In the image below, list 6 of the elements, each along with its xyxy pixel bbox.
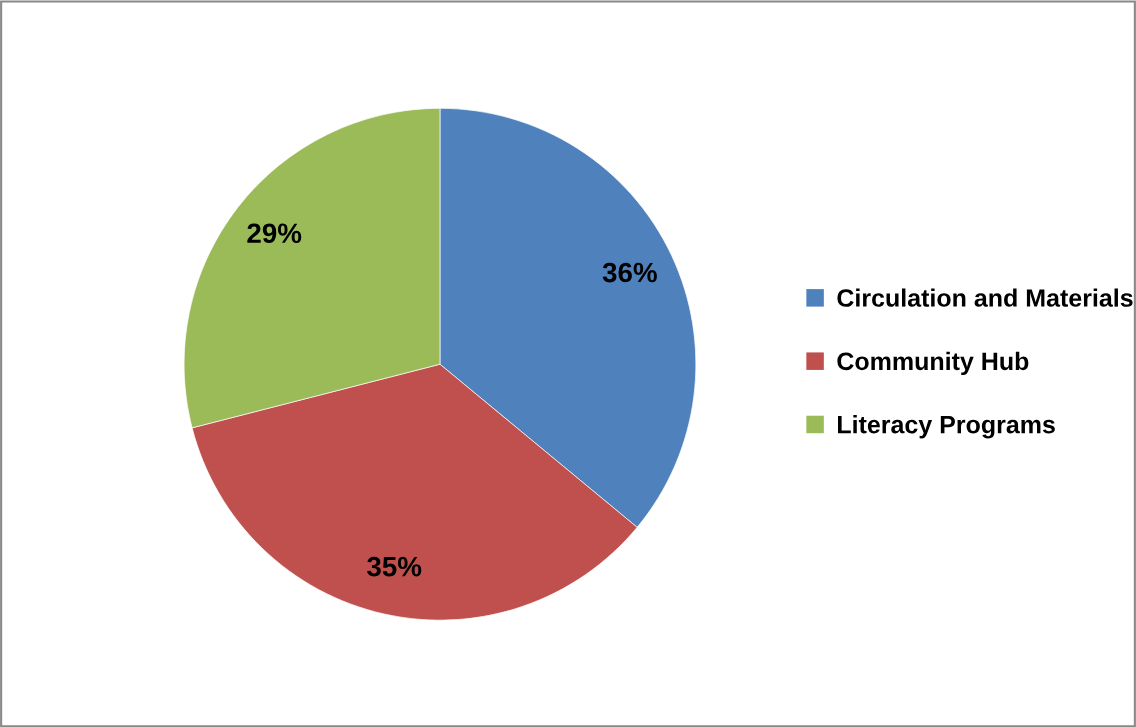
data-label: 36% xyxy=(602,262,657,283)
data-label: 35% xyxy=(367,556,422,577)
legend-label: Circulation and Materials xyxy=(837,288,1133,307)
legend-label: Community Hub xyxy=(837,351,1029,376)
legend-label: Literacy Programs xyxy=(838,415,1055,439)
data-label: 29% xyxy=(247,223,302,244)
